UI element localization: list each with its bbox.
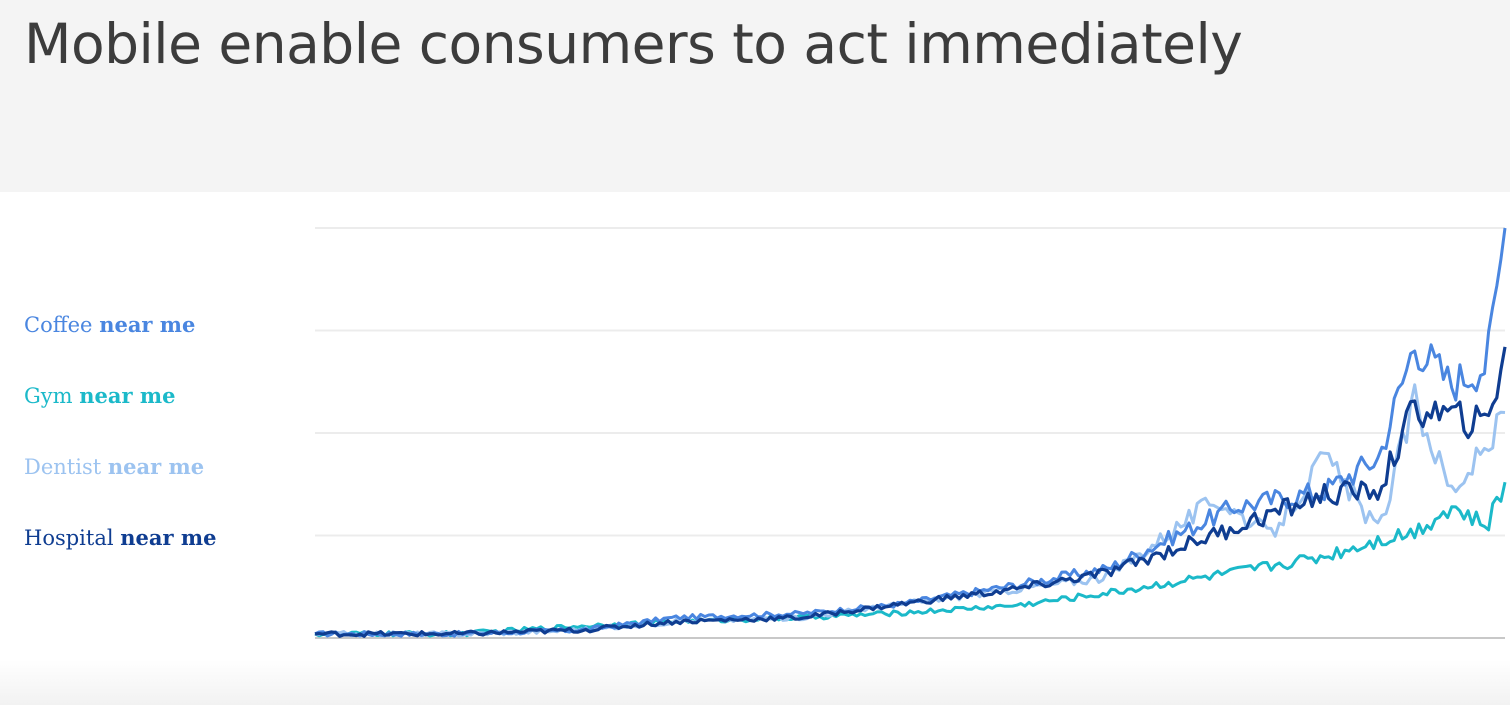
- page-title: Mobile enable consumers to act immediate…: [24, 12, 1243, 76]
- legend-label: Coffee: [24, 313, 93, 337]
- legend-label: Hospital: [24, 526, 114, 550]
- legend-label: Gym: [24, 384, 73, 408]
- legend-item-hospital: Hospital near me: [24, 525, 216, 550]
- legend-label: Dentist: [24, 455, 102, 479]
- legend-item-coffee: Coffee near me: [24, 312, 195, 337]
- legend-label-bold: near me: [120, 525, 217, 550]
- legend-label-bold: near me: [79, 383, 176, 408]
- legend-item-gym: Gym near me: [24, 383, 175, 408]
- legend-item-dentist: Dentist near me: [24, 454, 204, 479]
- grid-lines: [315, 227, 1505, 639]
- trend-line-chart: 201120122013201420152016: [314, 227, 1507, 686]
- legend-label-bold: near me: [107, 454, 205, 479]
- series-lines: [314, 227, 1507, 638]
- slide-header: Mobile enable consumers to act immediate…: [0, 0, 1510, 192]
- chart-area: 201120122013201420152016: [0, 192, 1510, 705]
- series-line-gym: [314, 481, 1507, 638]
- series-line-hospital: [314, 346, 1507, 638]
- legend-label-bold: near me: [99, 312, 196, 337]
- bottom-shade: [0, 660, 1510, 705]
- series-line-dentist: [314, 383, 1506, 638]
